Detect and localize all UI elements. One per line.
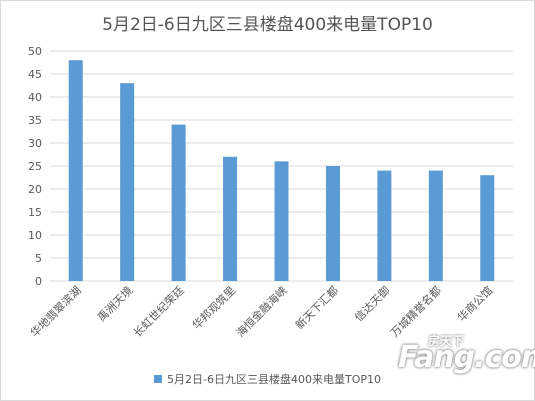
x-tick-label: 新天下汇都 [292, 283, 341, 332]
y-axis-ticks: 0 5 10 15 20 25 30 35 40 45 50 [28, 45, 42, 288]
bar [223, 156, 238, 281]
y-tick-label: 5 [35, 252, 42, 265]
y-tick-label: 50 [28, 45, 42, 58]
y-tick-label: 35 [28, 114, 42, 127]
watermark-logo: 房天下 Fang.com [398, 332, 535, 376]
bar [325, 166, 340, 281]
watermark-main-text: Fang.com [398, 340, 535, 375]
bar [480, 175, 495, 281]
bar [274, 161, 289, 281]
bar [377, 170, 392, 281]
x-tick-label: 海恒金融海峡 [233, 283, 290, 340]
y-tick-label: 10 [28, 229, 42, 242]
x-tick-label: 华地翡翠滨湖 [27, 283, 84, 340]
chart-title: 5月2日-6日九区三县楼盘400来电量TOP10 [102, 15, 433, 35]
x-tick-label: 华商公馆 [454, 283, 495, 324]
bar [428, 170, 443, 281]
y-tick-label: 20 [28, 183, 42, 196]
legend-swatch [154, 375, 163, 383]
x-tick-label: 长虹世纪荣廷 [131, 284, 187, 340]
legend-label: 5月2日-6日九区三县楼盘400来电量TOP10 [167, 373, 381, 386]
y-tick-label: 25 [28, 160, 42, 173]
x-tick-label: 禹洲天境 [94, 283, 135, 324]
watermark-top-text: 房天下 [428, 334, 465, 348]
bars [68, 60, 495, 282]
y-tick-label: 30 [28, 137, 42, 150]
y-tick-label: 40 [28, 91, 42, 104]
legend: 5月2日-6日九区三县楼盘400来电量TOP10 [0, 371, 535, 387]
bar [68, 60, 83, 282]
y-tick-label: 45 [28, 68, 42, 81]
bar [171, 124, 186, 281]
y-tick-label: 15 [28, 206, 42, 219]
bar [120, 83, 135, 281]
x-tick-label: 信达天御 [351, 283, 392, 324]
x-tick-label: 华邦观筑里 [189, 283, 238, 332]
y-tick-label: 0 [35, 275, 42, 288]
